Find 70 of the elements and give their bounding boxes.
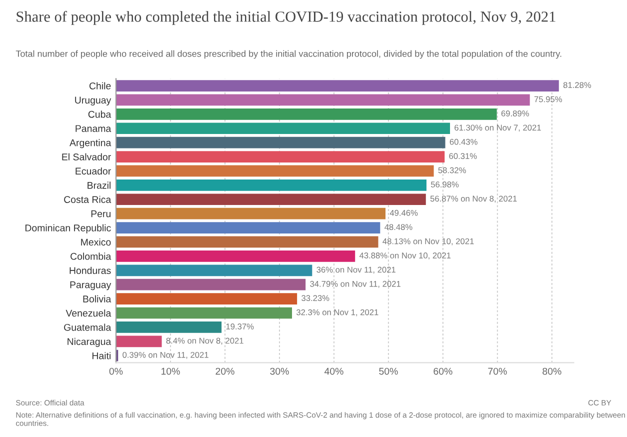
bar — [116, 151, 445, 162]
data-label: 49.46% — [390, 210, 418, 216]
bar — [116, 336, 162, 348]
y-tick-label: Paraguay — [70, 281, 112, 290]
y-tick-label: Costa Rica — [64, 196, 112, 203]
x-tick-label: 80% — [542, 368, 562, 375]
data-label: 60.31% — [449, 153, 477, 160]
y-tick-label: Uruguay — [75, 96, 112, 106]
bar — [116, 80, 559, 92]
bar — [116, 278, 306, 290]
chart-title: Share of people who completed the initial COVID-19 vaccination protocol, Nov 9, 2021 — [16, 10, 556, 25]
data-label: 60.43% — [450, 138, 478, 145]
y-tick-label: Honduras — [70, 266, 111, 274]
y-tick-label: Nicaragua — [68, 338, 112, 347]
y-tick-label: Mexico — [81, 238, 111, 246]
x-tick-label: 0% — [109, 368, 123, 375]
data-label: 32.3% on Nov 1, 2021 — [296, 309, 378, 316]
y-tick-label: Brazil — [88, 182, 110, 189]
y-tick-label: Panama — [76, 125, 112, 132]
x-tick-label: 60% — [434, 368, 452, 375]
bar — [116, 165, 434, 177]
y-tick-label: Dominican Republic — [25, 224, 111, 234]
bar — [116, 322, 222, 333]
bar — [116, 222, 380, 234]
data-label: 33.23% — [302, 295, 330, 302]
data-label: 69.89% — [501, 110, 529, 116]
x-tick-label: 70% — [488, 368, 507, 375]
y-tick-label: Guatemala — [64, 324, 112, 331]
data-label: 56.87% on Nov 8, 2021 — [430, 196, 517, 203]
y-tick-label: Cuba — [88, 110, 112, 118]
bar — [116, 250, 356, 262]
y-tick-label: Chile — [89, 82, 111, 90]
bar — [116, 122, 450, 134]
y-tick-label: Peru — [91, 210, 110, 218]
x-tick-label: 30% — [270, 368, 289, 375]
x-tick-label: 20% — [216, 368, 234, 375]
data-label: 61.30% on Nov 7, 2021 — [454, 124, 541, 132]
data-label: 36% on Nov 11, 2021 — [316, 266, 396, 274]
y-tick-label: Colombia — [70, 252, 112, 260]
y-tick-label: Venezuela — [66, 309, 112, 317]
bar — [116, 94, 530, 106]
bar — [116, 208, 386, 220]
bar — [116, 293, 298, 304]
x-tick-label: 40% — [324, 368, 344, 375]
y-tick-label: Argentina — [70, 139, 112, 148]
y-tick-label: Bolivia — [83, 295, 112, 302]
data-label: 0.39% on Nov 11, 2021 — [122, 352, 208, 359]
y-tick-label: Haiti — [92, 352, 110, 360]
bar — [116, 236, 378, 248]
bar — [116, 194, 426, 206]
x-tick-label: 50% — [379, 368, 398, 375]
data-label: 19.37% — [226, 324, 254, 330]
data-label: 58.32% — [438, 167, 466, 174]
bar — [116, 307, 292, 319]
data-label: 75.95% — [534, 96, 562, 102]
data-label: 34.79% on Nov 11, 2021 — [310, 280, 400, 288]
chart-subtitle: Total number of people who received all doses prescribed by the initial vaccination protocol, divided by the total population of the country. — [16, 50, 562, 59]
y-tick-label: Ecuador — [76, 167, 111, 175]
data-label: 43.88% on Nov 10, 2021 — [359, 252, 451, 260]
bar — [116, 136, 446, 148]
x-tick-label: 10% — [161, 368, 180, 375]
data-label: 8.4% on Nov 8, 2021 — [166, 338, 244, 345]
data-label: 81.28% — [563, 82, 592, 88]
data-label: 56.98% — [430, 182, 459, 188]
bar — [116, 264, 312, 276]
y-tick-label: El Salvador — [62, 153, 111, 160]
bar — [116, 108, 497, 120]
bar — [116, 180, 426, 191]
data-label: 48.48% — [384, 224, 412, 230]
data-label: 48.13% on Nov 10, 2021 — [382, 238, 474, 246]
